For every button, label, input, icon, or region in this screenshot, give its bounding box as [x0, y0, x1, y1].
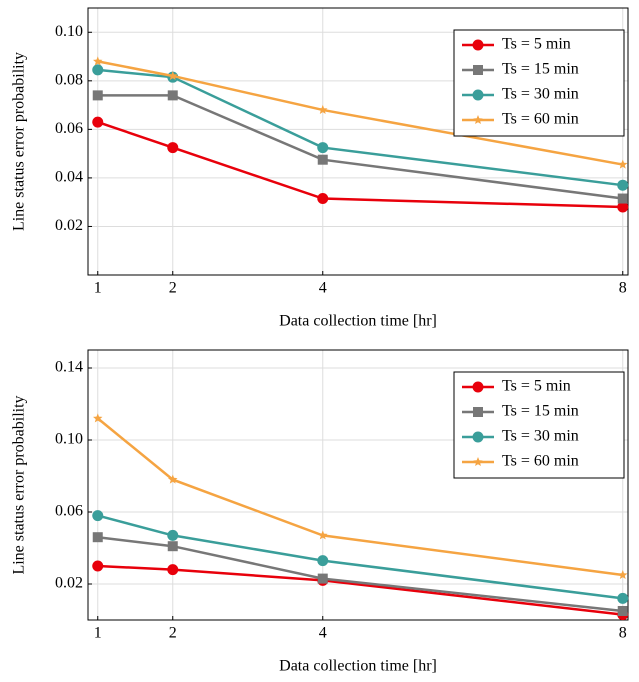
data-point [167, 541, 178, 552]
data-point [92, 532, 103, 543]
series-line [97, 60, 623, 166]
y-tick-label: 0.02 [55, 575, 83, 592]
series-line [97, 514, 623, 600]
data-point [92, 90, 103, 101]
data-point [167, 142, 179, 154]
legend-marker [473, 65, 483, 75]
y-tick-label: 0.08 [55, 71, 83, 88]
x-tick-label: 1 [94, 280, 102, 297]
data-point [93, 56, 103, 66]
legend-label: Ts = 30 min [502, 86, 579, 103]
data-point [168, 474, 178, 484]
data-point [617, 201, 629, 213]
x-tick-label: 4 [319, 625, 327, 642]
y-tick-label: 0.06 [55, 120, 83, 137]
data-point [617, 193, 628, 204]
legend-label: Ts = 5 min [502, 378, 571, 395]
y-tick-label: 0.02 [55, 217, 83, 234]
x-tick-label: 2 [169, 280, 177, 297]
series-line [96, 417, 623, 577]
legend-marker [472, 381, 484, 393]
legend-label: Ts = 60 min [502, 453, 579, 470]
legend-marker [472, 431, 484, 443]
data-point [92, 64, 104, 76]
data-point [92, 510, 104, 522]
y-axis-label: Line status error probability [11, 52, 28, 231]
y-tick-label: 0.06 [55, 503, 83, 520]
data-point [92, 560, 104, 572]
data-point [318, 104, 328, 114]
series-line [97, 564, 623, 616]
data-point [93, 413, 103, 423]
x-tick-label: 1 [94, 625, 102, 642]
legend-marker [472, 39, 484, 51]
plot-frame [87, 349, 629, 621]
data-point [167, 529, 179, 541]
legend-marker [472, 89, 484, 101]
y-tick-label: 0.14 [55, 359, 83, 376]
data-point [317, 193, 329, 205]
x-axis-label: Data collection time [hr] [279, 313, 437, 330]
data-point [617, 606, 628, 616]
legend-label: Ts = 5 min [502, 36, 571, 53]
x-tick-label: 8 [619, 280, 627, 297]
data-point [617, 592, 629, 604]
data-point [167, 564, 179, 576]
legend-label: Ts = 60 min [502, 111, 579, 128]
data-point [317, 555, 329, 567]
data-point [618, 570, 628, 579]
data-point [317, 142, 329, 154]
y-tick-label: 0.10 [55, 23, 83, 40]
data-point [617, 179, 629, 191]
legend-label: Ts = 15 min [502, 403, 579, 420]
plot-frame [87, 7, 629, 276]
x-tick-label: 8 [619, 625, 627, 642]
data-point [317, 154, 328, 165]
x-axis-label: Data collection time [hr] [279, 658, 437, 675]
series-line [97, 94, 623, 200]
legend-marker [473, 407, 483, 417]
series-line [97, 68, 623, 187]
legend-marker [473, 115, 483, 124]
series-line [97, 535, 623, 613]
y-tick-label: 0.04 [55, 169, 83, 186]
data-point [317, 573, 328, 584]
legend-label: Ts = 30 min [502, 428, 579, 445]
data-point [92, 116, 104, 128]
data-point [318, 530, 328, 540]
x-tick-label: 4 [319, 280, 327, 297]
y-tick-label: 0.10 [55, 431, 83, 448]
data-point [167, 90, 178, 101]
series-line [97, 120, 623, 209]
data-point [618, 159, 628, 169]
legend-label: Ts = 15 min [502, 61, 579, 78]
data-point [168, 71, 178, 80]
x-tick-label: 2 [169, 625, 177, 642]
y-axis-label: Line status error probability [11, 395, 28, 574]
legend-marker [473, 457, 483, 466]
